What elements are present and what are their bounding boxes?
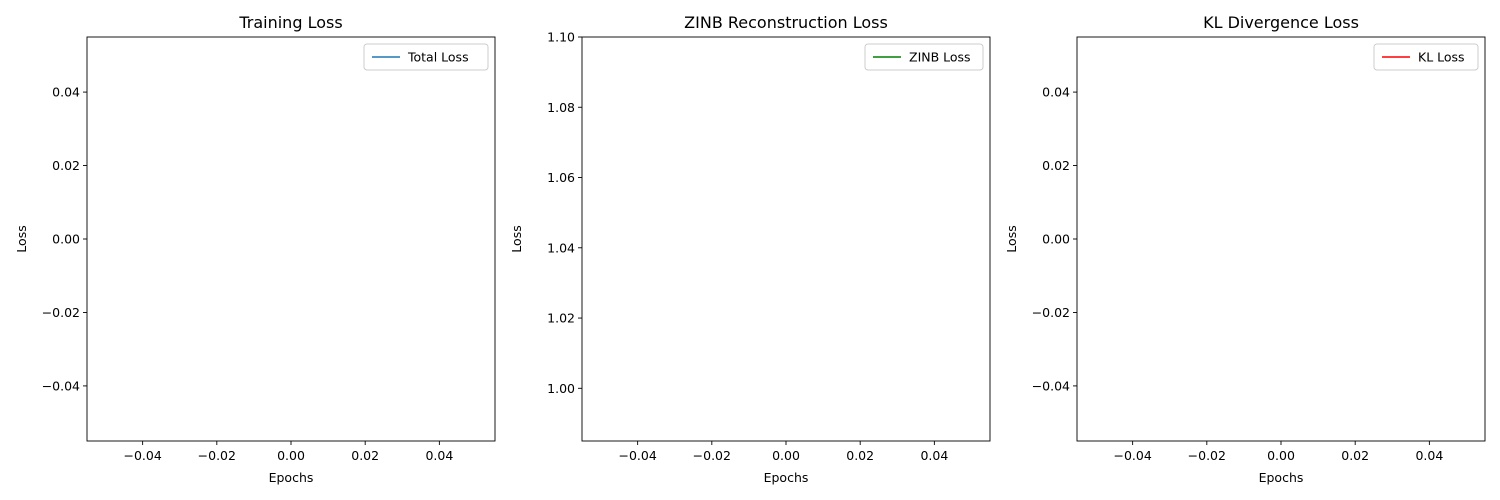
- plot-frame: [86, 36, 496, 442]
- y-tick-label: −0.02: [1032, 305, 1070, 320]
- subplot-2: ZINB Reconstruction Loss −0.04 −0.02 0.00 0.…: [509, 13, 991, 485]
- x-tick-label: 0.04: [425, 448, 453, 463]
- y-tick-label: 1.04: [547, 240, 575, 255]
- x-tick-label: −0.02: [198, 448, 236, 463]
- y-axis-label: Loss: [14, 225, 29, 252]
- x-tick-label: 0.02: [1341, 448, 1369, 463]
- y-tick-label: 0.02: [52, 158, 80, 173]
- y-tick-label: 0.00: [52, 232, 80, 247]
- x-axis-label: Epochs: [1259, 470, 1304, 485]
- legend-box: [1373, 43, 1479, 71]
- legend-entry: Total Loss: [407, 50, 469, 65]
- x-tick-label: 0.00: [1267, 448, 1295, 463]
- y-axis-label: Loss: [509, 225, 524, 252]
- legend-box: [363, 43, 489, 71]
- y-tick-label: −0.02: [42, 305, 80, 320]
- y-tick-label: 1.08: [547, 100, 575, 115]
- x-axis-label: Epochs: [269, 470, 314, 485]
- legend: KL Loss: [1373, 43, 1479, 71]
- plot-frame: [1076, 36, 1486, 442]
- y-tick-label: −0.04: [42, 378, 80, 393]
- chart-title: ZINB Reconstruction Loss: [684, 13, 888, 32]
- x-tick-label: −0.02: [693, 448, 731, 463]
- y-tick-label: 0.04: [1042, 85, 1070, 100]
- chart-title: Training Loss: [238, 13, 342, 32]
- y-tick-label: 0.02: [1042, 158, 1070, 173]
- y-tick-label: 1.02: [547, 311, 575, 326]
- x-tick-label: 0.04: [920, 448, 948, 463]
- x-tick-label: −0.04: [123, 448, 161, 463]
- legend: Total Loss: [363, 43, 489, 71]
- y-axis-label: Loss: [1004, 225, 1019, 252]
- x-tick-label: −0.04: [618, 448, 656, 463]
- x-tick-label: 0.04: [1415, 448, 1443, 463]
- legend-entry: ZINB Loss: [909, 50, 971, 65]
- chart-title: KL Divergence Loss: [1203, 13, 1359, 32]
- legend-entry: KL Loss: [1418, 50, 1465, 65]
- x-tick-label: 0.00: [772, 448, 800, 463]
- y-tick-label: 0.04: [52, 85, 80, 100]
- x-tick-label: 0.02: [351, 448, 379, 463]
- y-tick-label: 1.10: [547, 30, 575, 45]
- x-tick-label: −0.04: [1113, 448, 1151, 463]
- x-tick-label: −0.02: [1188, 448, 1226, 463]
- x-tick-label: 0.00: [277, 448, 305, 463]
- y-tick-label: −0.04: [1032, 378, 1070, 393]
- y-tick-label: 1.00: [547, 381, 575, 396]
- y-tick-label: 1.06: [547, 170, 575, 185]
- subplot-1: Training Loss −0.04 −0.02 0.00 0.02 0.04 −0.04…: [14, 13, 496, 485]
- x-axis-label: Epochs: [764, 470, 809, 485]
- legend-box: [864, 43, 984, 71]
- subplot-3: KL Divergence Loss −0.04 −0.02 0.00 0.02 0.04…: [1004, 13, 1486, 485]
- x-tick-label: 0.02: [846, 448, 874, 463]
- y-tick-label: 0.00: [1042, 232, 1070, 247]
- legend: ZINB Loss: [864, 43, 984, 71]
- plot-frame: [581, 36, 991, 442]
